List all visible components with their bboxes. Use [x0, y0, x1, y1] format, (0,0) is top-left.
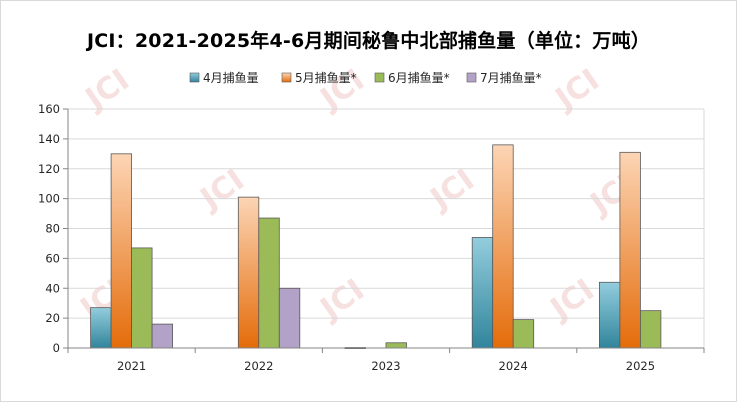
bar	[131, 247, 153, 349]
legend-swatch	[466, 72, 477, 83]
y-tick-label: 100	[38, 192, 60, 206]
bar	[640, 310, 662, 349]
bar	[471, 237, 494, 349]
bar	[512, 319, 535, 349]
legend-swatch	[189, 72, 200, 83]
legend: 4月捕鱼量 5月捕鱼量* 6月捕鱼量* 7月捕鱼量*	[189, 70, 542, 85]
bar	[90, 307, 112, 349]
y-tick-label: 40	[45, 281, 60, 295]
y-tick-label: 60	[45, 251, 60, 265]
y-tick-label: 160	[38, 102, 60, 116]
chart-title: JCI：2021-2025年4-6月期间秘鲁中北部捕鱼量（单位：万吨）	[86, 30, 651, 52]
bar	[151, 323, 174, 349]
watermark-text: JCI	[543, 272, 601, 327]
bar	[385, 342, 407, 349]
bar	[599, 281, 621, 349]
x-tick-label: 2022	[244, 359, 273, 373]
y-tick-label: 140	[38, 132, 60, 146]
y-tick-label: 20	[45, 311, 60, 325]
y-tick-label: 120	[38, 162, 60, 176]
y-tick-label: 0	[53, 341, 60, 355]
axes-layer: 0 20 40 60 80 100 120 140 160 2021 2022 2023 2024 202…	[38, 102, 705, 373]
legend-label: 5月捕鱼量*	[295, 70, 357, 85]
legend-swatch	[281, 72, 292, 83]
legend-label: 4月捕鱼量	[203, 70, 259, 85]
bar	[258, 217, 280, 349]
bars-layer	[90, 144, 662, 349]
x-tick-label: 2025	[626, 359, 655, 373]
bar	[110, 153, 132, 349]
x-tick-label: 2021	[117, 359, 146, 373]
legend-label: 6月捕鱼量*	[388, 70, 450, 85]
bar	[278, 287, 301, 349]
bar	[237, 196, 260, 349]
bar	[619, 151, 641, 349]
watermark-text: JCI	[313, 272, 371, 327]
legend-label: 7月捕鱼量*	[480, 70, 542, 85]
y-tick-label: 80	[45, 222, 60, 236]
x-tick-label: 2023	[371, 359, 400, 373]
legend-swatch	[374, 72, 385, 83]
watermark-text: JCI	[423, 162, 481, 217]
bar	[492, 144, 514, 349]
x-tick-label: 2024	[499, 359, 528, 373]
